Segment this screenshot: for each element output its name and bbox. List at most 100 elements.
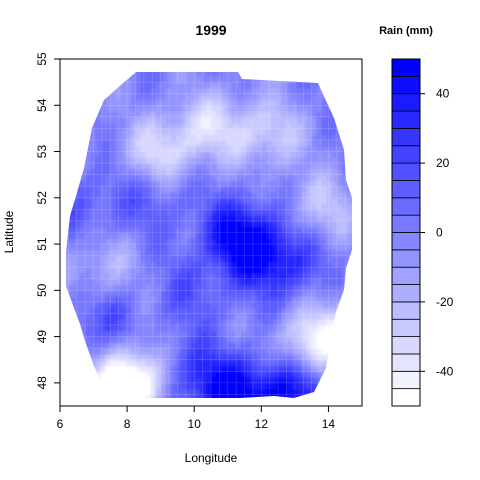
heat-cell: [312, 65, 318, 71]
heat-cell: [311, 72, 318, 77]
heat-cell: [190, 255, 197, 263]
heat-cell: [165, 359, 172, 367]
heat-cell: [85, 105, 91, 112]
heat-cell: [90, 93, 96, 101]
heat-cell: [311, 82, 318, 89]
heat-cell: [261, 330, 267, 338]
heat-cell: [115, 272, 121, 280]
heat-cell: [291, 261, 298, 268]
heat-cell: [140, 192, 147, 199]
heat-cell: [246, 105, 252, 112]
heat-cell: [281, 128, 288, 135]
heat-cell: [226, 122, 232, 129]
heat-cell: [256, 290, 262, 297]
heat-cell: [276, 82, 283, 89]
heat-cell: [165, 307, 172, 315]
heat-cell: [321, 180, 328, 187]
heat-cell: [326, 394, 333, 398]
heat-cell: [316, 116, 323, 124]
heat-cell: [341, 157, 348, 164]
heat-cell: [155, 296, 162, 303]
heat-cell: [60, 117, 66, 123]
heat-cell: [211, 209, 217, 216]
heat-cell: [60, 88, 66, 94]
heat-cell: [256, 319, 262, 326]
heat-cell: [286, 87, 293, 95]
heat-cell: [336, 290, 343, 297]
heat-cell: [95, 307, 101, 315]
heat-cell: [291, 151, 298, 158]
heat-cell: [205, 139, 212, 147]
heat-cell: [261, 365, 267, 372]
heat-cell: [346, 388, 352, 396]
heat-cell: [140, 371, 147, 378]
heat-cell: [236, 157, 242, 164]
heat-cell: [160, 278, 167, 286]
heat-cell: [150, 284, 157, 291]
heat-cell: [185, 272, 192, 280]
heat-cell: [180, 209, 187, 216]
heat-cell: [341, 180, 348, 187]
heat-cell: [271, 267, 278, 274]
heat-cell: [211, 65, 217, 71]
heat-cell: [160, 186, 167, 193]
heat-cell: [115, 203, 121, 210]
heat-cell: [286, 325, 293, 332]
heat-cell: [190, 325, 197, 332]
heat-cell: [251, 116, 257, 124]
heat-cell: [140, 377, 147, 384]
heat-cell: [130, 382, 137, 390]
heat-cell: [70, 192, 76, 199]
heat-cell: [70, 290, 76, 297]
heat-cell: [130, 336, 137, 343]
legend-color-step: [391, 353, 421, 372]
heat-cell: [70, 111, 76, 118]
heat-cell: [155, 267, 162, 274]
heat-cell: [246, 82, 252, 89]
y-axis-label: Latitude: [2, 210, 16, 253]
heat-cell: [251, 249, 257, 257]
heat-cell: [351, 325, 352, 332]
heat-cell: [100, 180, 106, 187]
heat-cell: [276, 87, 283, 95]
heat-cell: [351, 255, 352, 263]
heat-cell: [266, 180, 272, 187]
heat-cell: [311, 244, 318, 251]
heat-cell: [316, 394, 323, 398]
heat-cell: [105, 296, 111, 303]
heat-cell: [185, 232, 192, 239]
heat-cell: [321, 342, 328, 349]
legend-tick-label: 0: [436, 226, 443, 240]
heat-cell: [266, 255, 272, 263]
heat-cell: [170, 220, 177, 228]
heat-cell: [261, 72, 267, 77]
heat-cell: [165, 82, 172, 89]
heat-cell: [231, 330, 237, 338]
heat-cell: [336, 197, 343, 205]
heat-cell: [75, 353, 81, 361]
heat-cell: [195, 244, 202, 251]
heat-cell: [271, 249, 278, 257]
heat-cell: [241, 111, 247, 118]
heat-cell: [261, 348, 267, 355]
heat-cell: [110, 128, 116, 135]
heat-cell: [175, 220, 182, 228]
heat-cell: [90, 145, 96, 153]
heat-cell: [105, 359, 111, 367]
heat-cell: [75, 290, 81, 297]
heat-cell: [80, 99, 86, 106]
heat-cell: [221, 203, 227, 210]
heat-cell: [316, 365, 323, 372]
heat-cell: [90, 82, 96, 89]
heat-cell: [351, 232, 352, 239]
heat-cell: [281, 319, 288, 326]
heat-cell: [261, 296, 267, 303]
heat-cell: [125, 82, 132, 89]
heat-cell: [226, 365, 232, 372]
heat-cell: [336, 278, 343, 286]
heat-cell: [135, 122, 142, 129]
heat-cell: [241, 65, 247, 71]
heat-cell: [246, 377, 252, 384]
heat-cell: [120, 377, 127, 384]
heat-cell: [286, 244, 293, 251]
